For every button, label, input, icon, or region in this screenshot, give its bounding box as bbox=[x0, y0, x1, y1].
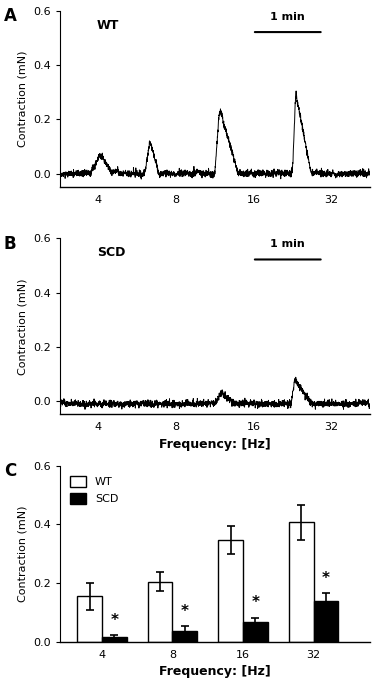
Bar bbox=[102, 638, 127, 642]
Bar bbox=[218, 540, 243, 642]
Text: 1 min: 1 min bbox=[270, 12, 305, 21]
Bar bbox=[314, 601, 338, 642]
Text: *: * bbox=[110, 613, 118, 627]
Bar bbox=[77, 597, 102, 642]
Text: C: C bbox=[4, 462, 16, 480]
Text: SCD: SCD bbox=[97, 246, 125, 259]
Text: *: * bbox=[322, 571, 330, 586]
Text: A: A bbox=[4, 8, 17, 25]
Y-axis label: Contraction (mN): Contraction (mN) bbox=[17, 506, 27, 602]
Text: *: * bbox=[251, 595, 259, 610]
Bar bbox=[243, 622, 268, 642]
X-axis label: Frequency: [Hz]: Frequency: [Hz] bbox=[159, 665, 271, 678]
Bar bbox=[289, 522, 314, 642]
Y-axis label: Contraction (mN): Contraction (mN) bbox=[17, 51, 27, 147]
Text: *: * bbox=[181, 604, 189, 619]
Legend: WT, SCD: WT, SCD bbox=[65, 471, 123, 509]
X-axis label: Frequency: [Hz]: Frequency: [Hz] bbox=[159, 438, 271, 451]
Bar bbox=[148, 582, 172, 642]
Text: 1 min: 1 min bbox=[270, 239, 305, 249]
Text: WT: WT bbox=[97, 18, 119, 32]
Y-axis label: Contraction (mN): Contraction (mN) bbox=[17, 278, 27, 375]
Bar bbox=[172, 631, 197, 642]
Text: B: B bbox=[4, 235, 16, 253]
